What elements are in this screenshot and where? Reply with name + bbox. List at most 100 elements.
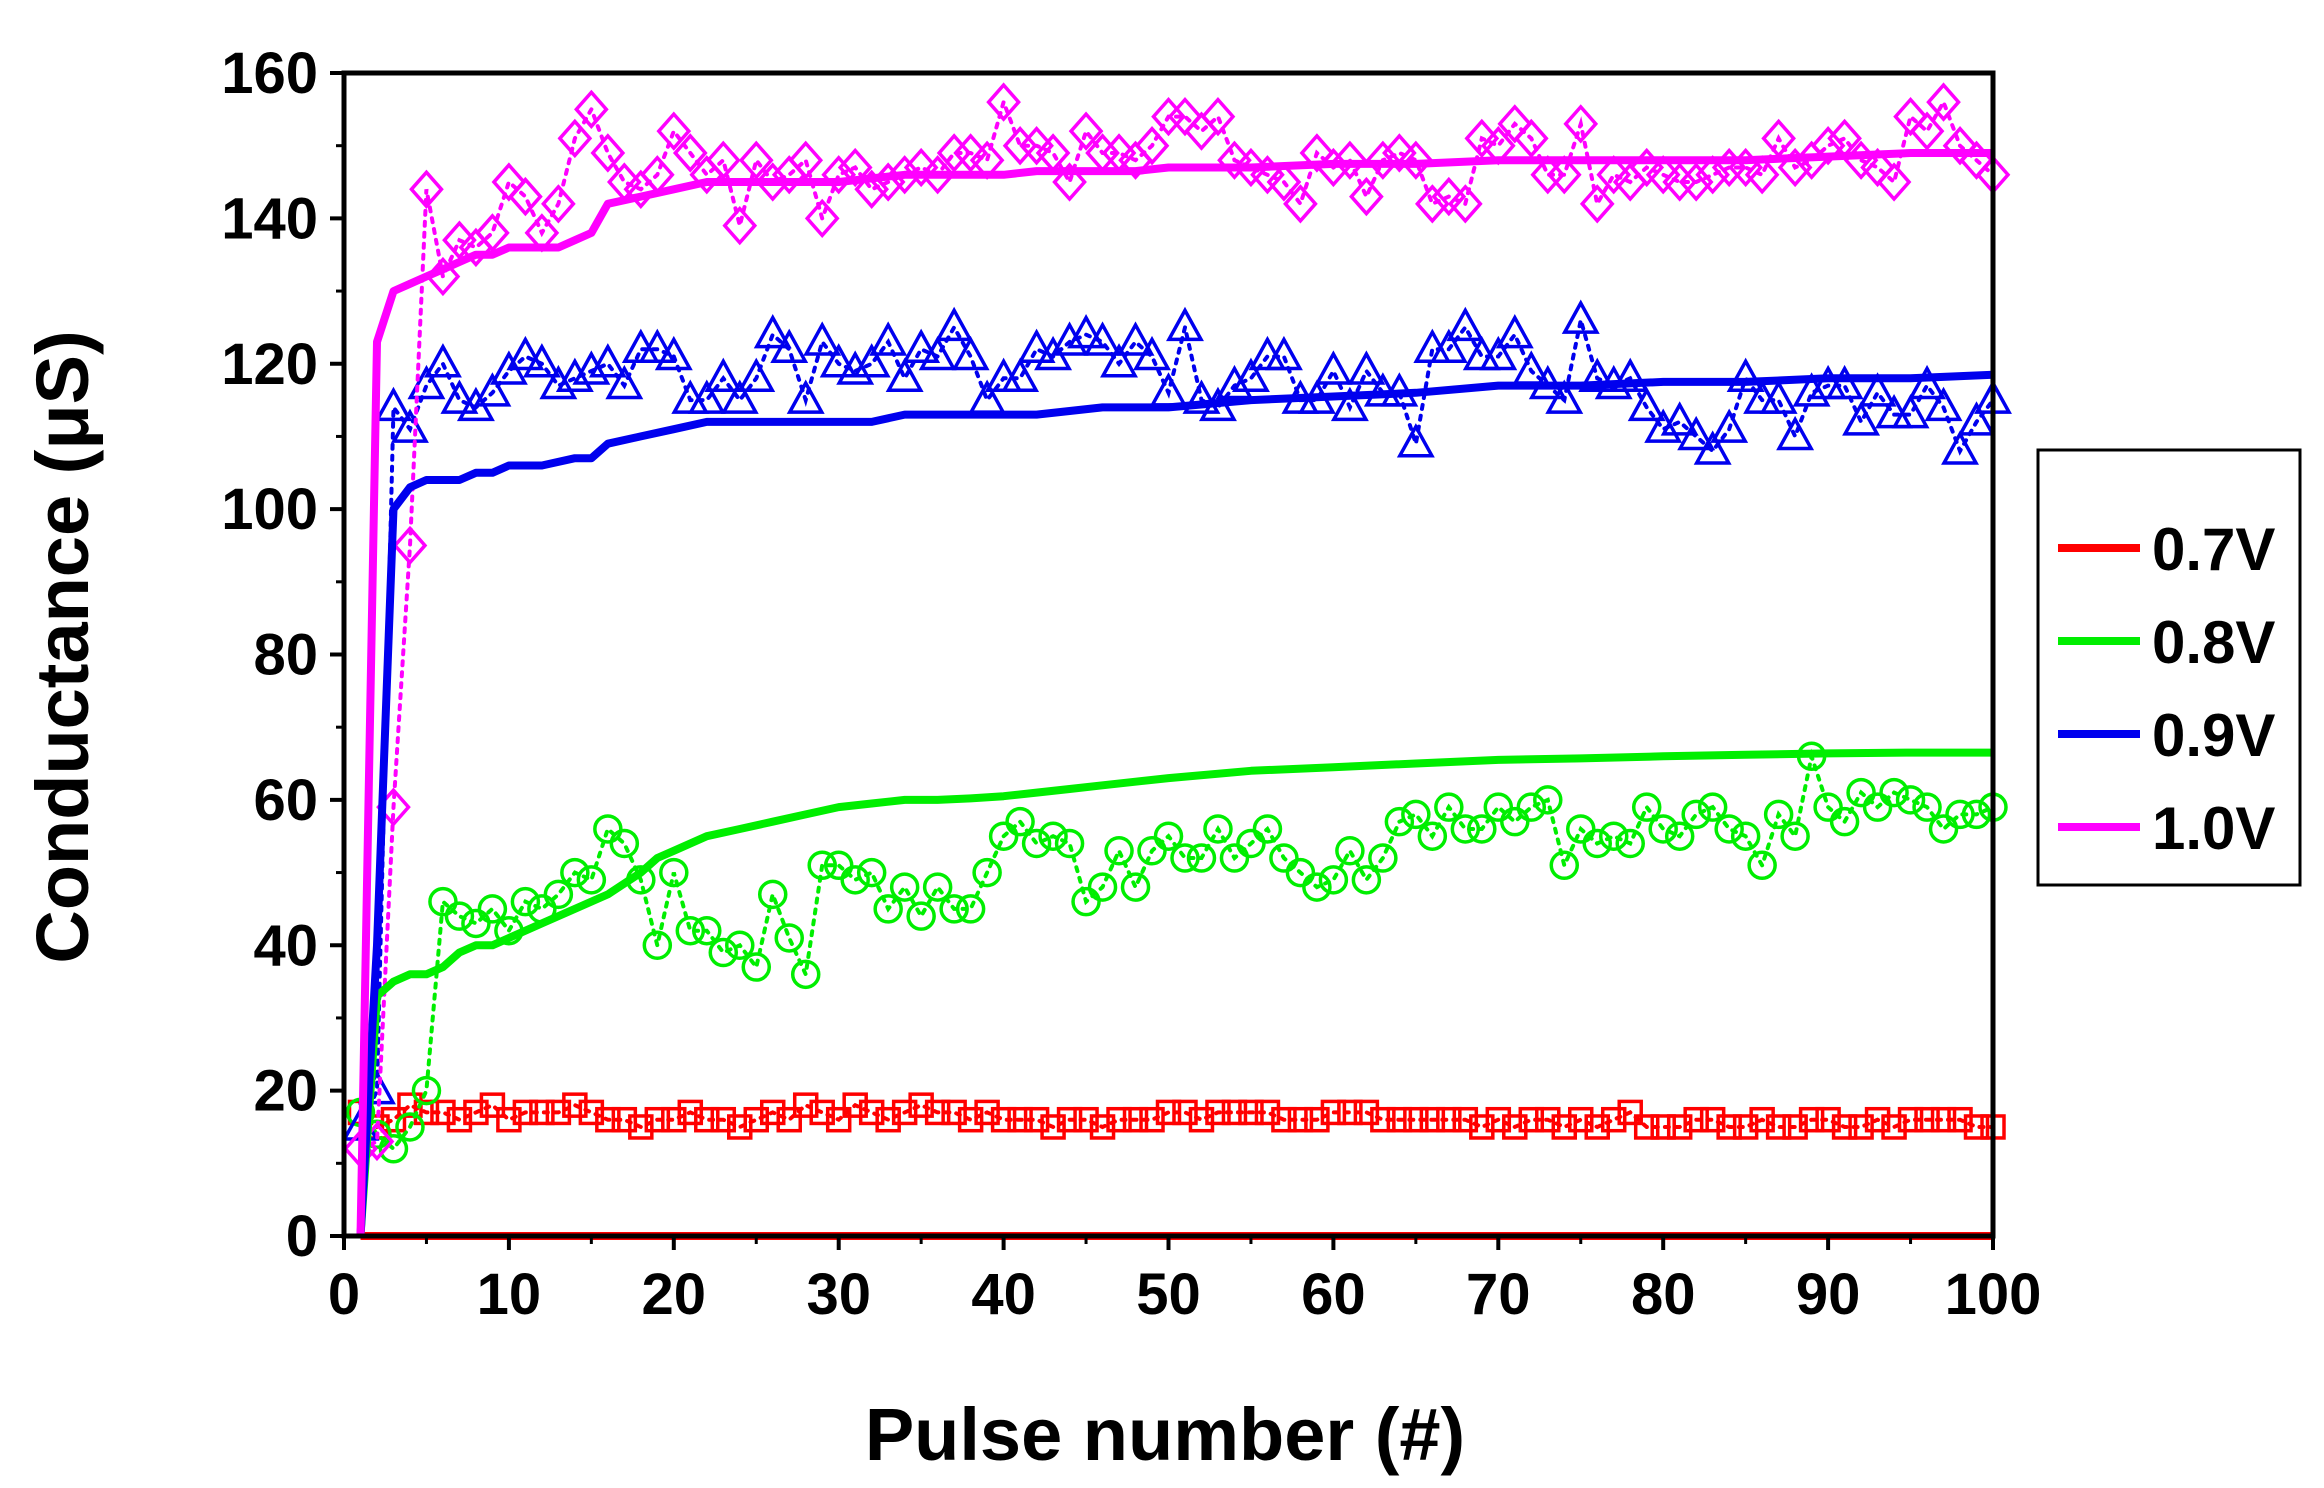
data-point-0-7v [1287,1106,1314,1133]
y-tick-label: 140 [221,186,318,251]
data-point-0-7v [1930,1106,1957,1133]
data-point-1-0v [1464,118,1500,159]
data-point-1-0v [508,176,543,217]
data-point-1-0v [1563,104,1599,144]
data-point-0-7v [1469,1114,1495,1140]
data-point-0-7v [1073,1106,1099,1133]
data-point-0-9v [473,372,512,407]
data-point-0-7v [1238,1099,1264,1126]
data-point-0-8v [1434,792,1464,822]
data-point-0-9v [572,350,611,385]
data-point-0-8v [543,879,574,910]
data-point-0-7v [1452,1106,1479,1133]
data-point-0-8v [790,959,821,990]
data-point-0-7v [1403,1106,1429,1133]
series-1-0v-fit-line [356,149,1993,1237]
data-point-0-7v [1386,1106,1413,1133]
data-point-1-0v [837,147,873,188]
data-point-0-7v [1584,1114,1610,1140]
data-point-1-0v [1926,82,1961,122]
data-point-0-9v [720,379,759,414]
data-point-1-0v [1695,155,1731,195]
data-point-0-8v [1252,814,1283,844]
data-point-1-0v [953,133,988,173]
x-tick-label: 40 [971,1262,1036,1327]
data-point-0-7v [1518,1106,1545,1133]
data-point-0-7v [858,1099,885,1126]
legend-item-0-7v: 0.7V [2058,516,2275,583]
data-point-1-0v [1151,96,1186,137]
legend-frame [2036,448,2302,887]
data-point-1-0v [1860,147,1895,188]
data-point-0-9v [1627,386,1666,422]
data-point-0-8v [1961,799,1992,830]
data-point-0-9v [836,350,875,385]
data-point-1-0v [1134,126,1170,166]
data-point-0-7v [1831,1114,1858,1140]
data-point-0-8v [1648,814,1678,844]
data-point-0-7v [1947,1106,1973,1133]
data-point-0-8v [576,865,607,895]
data-point-1-0v [574,89,609,129]
data-point-0-7v [1633,1114,1660,1140]
data-point-0-8v [1631,792,1662,822]
data-point-0-9v [1611,357,1650,393]
y-tick-label: 160 [221,41,318,106]
data-point-0-8v [1763,799,1794,830]
data-point-0-7v [990,1106,1017,1133]
data-point-0-7v [1699,1106,1726,1133]
data-point-0-7v [1188,1106,1215,1133]
data-point-1-0v [491,162,527,202]
data-point-0-9v [1693,430,1732,465]
data-point-1-0v [1299,133,1335,173]
data-point-1-0v [1497,104,1533,144]
data-point-0-8v [1549,850,1580,881]
data-point-1-0v [920,155,955,195]
data-point-0-8v [1005,806,1035,837]
data-point-0-7v [1502,1114,1528,1140]
axes: 0 10 20 30 40 50 60 70 80 90 100 0 20 40 60 80 100 120 140… [221,41,2041,1327]
data-point-0-9v [1495,314,1534,349]
data-point-0-7v [1106,1106,1132,1133]
data-point-0-8v [1153,821,1184,851]
data-point-0-8v [906,901,936,931]
data-point-0-8v [1697,792,1728,822]
data-point-0-9v [1578,357,1617,393]
data-point-1-0v [854,169,890,209]
data-point-0-7v [759,1099,786,1126]
data-point-0-8v [955,894,986,924]
data-point-0-9v [605,364,644,400]
data-point-0-8v [1038,821,1068,851]
data-point-0-8v [1664,821,1695,851]
data-point-1-0v [903,147,939,188]
data-point-0-9v [588,343,627,378]
data-point-0-8v [1533,785,1563,815]
data-point-1-0v [1678,162,1714,202]
data-point-0-7v [908,1092,934,1118]
data-point-0-8v [659,857,689,888]
data-point-0-7v [1732,1114,1759,1140]
data-point-0-7v [479,1092,506,1118]
data-point-0-7v [1221,1099,1248,1126]
data-point-0-7v [776,1106,802,1133]
data-point-1-0v [1217,140,1252,180]
data-point-1-0v [1431,176,1467,217]
data-point-0-7v [957,1106,984,1133]
data-point-0-9v [1776,415,1815,451]
data-point-0-9v [1182,379,1221,414]
data-point-0-8v [1104,836,1134,866]
data-point-0-8v [1335,836,1365,866]
data-point-0-9v [1858,372,1897,407]
data-point-1-0v [1068,111,1104,151]
data-point-0-9v [506,335,545,371]
data-point-0-7v [1320,1099,1347,1126]
data-point-0-8v [1862,792,1893,822]
data-point-0-9v [770,328,809,363]
data-point-0-7v [677,1099,704,1126]
data-point-0-7v [1864,1106,1891,1133]
data-point-0-9v [753,314,792,349]
y-tick-label: 40 [253,913,318,978]
data-point-0-7v [611,1106,638,1133]
data-point-0-8v [1681,799,1711,830]
data-point-1-0v [1415,184,1450,224]
